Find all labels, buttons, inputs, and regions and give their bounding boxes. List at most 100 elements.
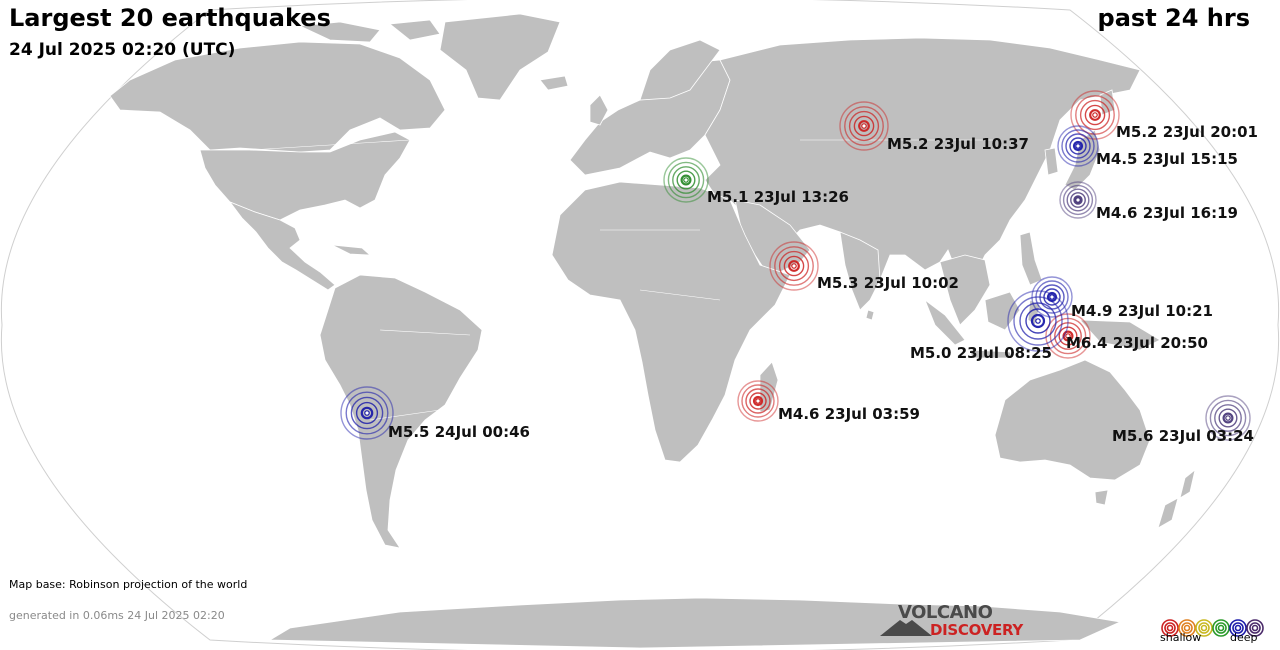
marker-ring bbox=[1030, 313, 1046, 329]
marker-epicenter bbox=[1075, 143, 1081, 149]
marker-ring bbox=[1049, 317, 1087, 355]
marker-ring bbox=[1057, 125, 1099, 167]
cuba bbox=[331, 244, 372, 256]
marker-epicenter bbox=[1065, 333, 1071, 339]
marker-epicenter bbox=[1049, 294, 1055, 300]
page-title: Largest 20 earthquakes bbox=[9, 4, 331, 32]
report-date: 24 Jul 2025 02:20 (UTC) bbox=[9, 40, 236, 60]
india bbox=[839, 231, 881, 311]
legend-ring bbox=[1200, 624, 1208, 632]
earthquake-marker[interactable] bbox=[839, 101, 889, 151]
earthquake-marker[interactable] bbox=[340, 386, 394, 440]
australia bbox=[994, 359, 1151, 481]
marker-epicenter bbox=[861, 123, 867, 129]
scandinavia bbox=[639, 39, 721, 101]
volcano-discovery-logo[interactable]: VOLCANO DISCOVERY bbox=[880, 600, 1040, 640]
africa bbox=[551, 181, 791, 463]
marker-ring bbox=[340, 386, 394, 440]
marker-ring bbox=[1059, 181, 1097, 219]
marker-ring bbox=[1069, 137, 1087, 155]
marker-ring bbox=[848, 110, 880, 142]
marker-ring bbox=[680, 174, 692, 186]
earthquake-marker[interactable] bbox=[769, 241, 819, 291]
sumatra bbox=[924, 298, 966, 346]
marker-epicenter bbox=[1092, 112, 1098, 118]
marker-ring bbox=[1084, 104, 1106, 126]
marker-ring bbox=[1045, 313, 1091, 359]
japan bbox=[1064, 129, 1101, 191]
earthquake-marker[interactable] bbox=[663, 157, 709, 203]
earthquake-marker[interactable] bbox=[737, 380, 779, 422]
marker-ring bbox=[741, 384, 775, 418]
marker-ring bbox=[1062, 330, 1074, 342]
marker-ring bbox=[1222, 412, 1234, 424]
marker-epicenter bbox=[364, 410, 370, 416]
marker-ring bbox=[788, 260, 800, 272]
marker-ring bbox=[667, 161, 705, 199]
legend-ring bbox=[1195, 619, 1213, 637]
marker-ring bbox=[1209, 399, 1247, 437]
marker-ring bbox=[355, 401, 379, 425]
marker-ring bbox=[663, 157, 709, 203]
mountain-icon bbox=[880, 620, 932, 636]
legend-ring bbox=[1181, 622, 1193, 634]
greenland bbox=[439, 13, 561, 101]
legend-ring bbox=[1166, 624, 1174, 632]
mexico bbox=[228, 201, 336, 291]
quake-label: M4.6 23Jul 16:19 bbox=[1096, 204, 1238, 222]
quake-label: M5.0 23Jul 08:25 bbox=[910, 344, 1052, 362]
time-period: past 24 hrs bbox=[1097, 4, 1250, 32]
legend-ring bbox=[1215, 622, 1227, 634]
legend-ring bbox=[1234, 624, 1242, 632]
earthquake-marker[interactable] bbox=[1007, 290, 1069, 352]
logo-text-volcano: VOLCANO bbox=[898, 602, 993, 623]
quake-label: M4.6 23Jul 03:59 bbox=[778, 405, 920, 423]
legend-ring bbox=[1229, 619, 1247, 637]
quake-label: M5.2 23Jul 10:37 bbox=[887, 135, 1029, 153]
marker-ring bbox=[1075, 95, 1115, 135]
earthquake-marker[interactable] bbox=[1045, 313, 1091, 359]
legend-deep-label: deep bbox=[1230, 631, 1258, 644]
marker-ring bbox=[1073, 195, 1083, 205]
arctic-islands bbox=[298, 21, 381, 43]
quake-label: M5.1 23Jul 13:26 bbox=[707, 188, 849, 206]
earthquake-marker[interactable] bbox=[1205, 395, 1251, 441]
marker-epicenter bbox=[755, 398, 761, 404]
marker-ring bbox=[1043, 288, 1061, 306]
earthquake-marker[interactable] bbox=[1057, 125, 1099, 167]
marker-ring bbox=[1062, 184, 1094, 216]
madagascar bbox=[759, 361, 779, 413]
legend-ring bbox=[1198, 622, 1210, 634]
quake-label: M4.5 23Jul 15:15 bbox=[1096, 150, 1238, 168]
marker-ring bbox=[360, 406, 374, 420]
legend-ring bbox=[1212, 619, 1230, 637]
marker-ring bbox=[1205, 395, 1251, 441]
marker-ring bbox=[1031, 276, 1073, 318]
philippines bbox=[1019, 231, 1043, 286]
marker-ring bbox=[783, 255, 805, 277]
uk bbox=[589, 94, 609, 126]
quake-label: M5.2 23Jul 20:01 bbox=[1116, 123, 1258, 141]
earthquake-marker[interactable] bbox=[1059, 181, 1097, 219]
legend-ring bbox=[1183, 624, 1191, 632]
marker-ring bbox=[1019, 302, 1057, 340]
legend-ring bbox=[1249, 622, 1261, 634]
marker-epicenter bbox=[791, 263, 797, 269]
earthquake-marker[interactable] bbox=[1070, 90, 1120, 140]
marker-epicenter bbox=[1225, 415, 1231, 421]
map-base-note: Map base: Robinson projection of the wor… bbox=[9, 578, 248, 591]
marker-ring bbox=[1013, 296, 1063, 346]
marker-ring bbox=[1007, 290, 1069, 352]
legend-ring bbox=[1232, 622, 1244, 634]
new-guinea bbox=[1079, 319, 1161, 351]
legend-ring bbox=[1217, 624, 1225, 632]
marker-ring bbox=[1072, 140, 1084, 152]
marker-ring bbox=[350, 396, 384, 430]
legend-ring bbox=[1246, 619, 1264, 637]
marker-ring bbox=[1089, 109, 1101, 121]
iceland bbox=[539, 75, 569, 91]
indochina bbox=[939, 254, 991, 326]
depth-legend bbox=[1161, 619, 1264, 637]
legend-ring bbox=[1251, 624, 1259, 632]
